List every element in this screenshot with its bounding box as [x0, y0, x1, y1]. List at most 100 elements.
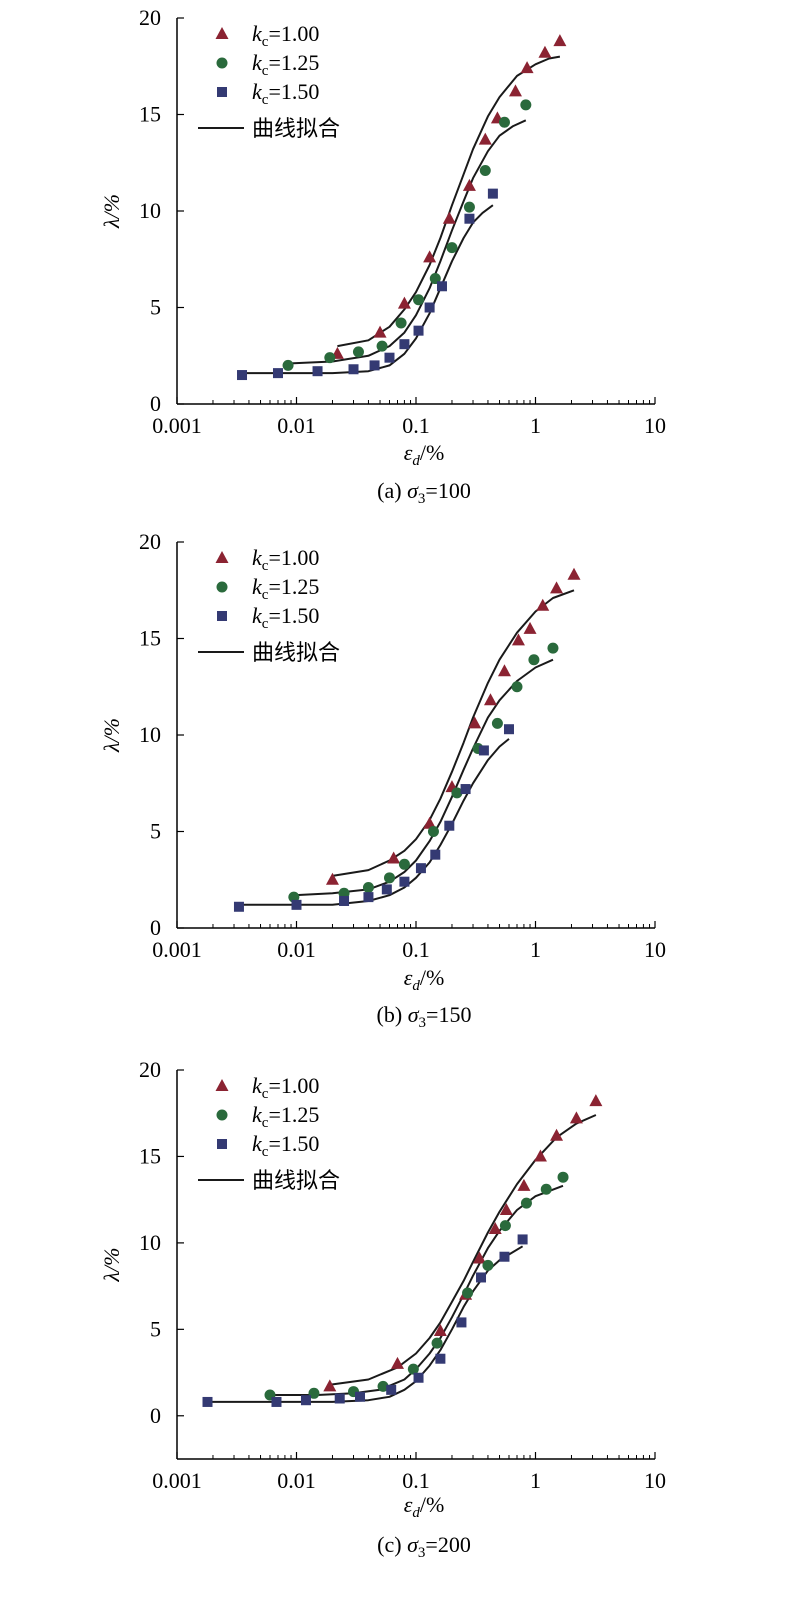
data-point-square: [355, 1391, 366, 1402]
fit-curve-1: [329, 1114, 597, 1386]
data-point-triangle: [553, 34, 567, 47]
data-point-circle: [520, 1197, 532, 1209]
data-point-triangle: [499, 1203, 513, 1216]
legend-marker-square: [217, 611, 227, 621]
x-tick-label: 0.1: [402, 937, 430, 962]
x-tick-label: 0.01: [277, 413, 316, 438]
data-point-triangle: [538, 45, 552, 58]
data-point-triangle: [468, 716, 482, 729]
data-point-square: [460, 784, 471, 795]
x-tick-label: 0.001: [152, 413, 202, 438]
legend-marker-circle: [216, 57, 228, 69]
data-point-square: [476, 1272, 487, 1283]
data-point-circle: [511, 681, 523, 693]
legend-fit-label: 曲线拟合: [252, 641, 340, 666]
y-tick-label: 5: [150, 819, 161, 844]
data-point-square: [424, 302, 435, 313]
data-point-triangle: [520, 61, 534, 74]
x-tick-label: 0.001: [152, 937, 202, 962]
data-point-square: [384, 352, 395, 363]
fit-curve-1: [332, 589, 575, 877]
y-tick-label: 5: [150, 1316, 161, 1341]
data-point-triangle: [387, 851, 401, 864]
data-point-circle: [308, 1387, 320, 1399]
y-tick-label: 10: [139, 722, 161, 747]
x-tick-label: 0.01: [277, 937, 316, 962]
y-tick-label: 10: [139, 1230, 161, 1255]
data-point-circle: [431, 1337, 443, 1349]
data-point-triangle: [433, 1324, 447, 1337]
data-point-triangle: [483, 693, 497, 706]
legend-marker-square: [217, 1139, 227, 1149]
data-point-square: [272, 368, 283, 379]
data-point-square: [517, 1234, 528, 1245]
data-point-circle: [352, 346, 364, 358]
y-tick-label: 15: [139, 1143, 161, 1168]
data-point-circle: [282, 359, 294, 371]
data-point-circle: [383, 872, 395, 884]
data-point-triangle: [508, 84, 522, 97]
x-tick-label: 10: [644, 937, 666, 962]
legend-marker-triangle: [215, 1079, 229, 1091]
legend-label: kc=1.00: [252, 1073, 319, 1102]
data-point-square: [464, 213, 475, 224]
legend-marker-triangle: [215, 27, 229, 39]
legend-label: kc=1.00: [252, 545, 319, 574]
data-point-square: [478, 745, 489, 756]
y-tick-label: 0: [150, 915, 161, 940]
data-point-triangle: [473, 1251, 487, 1264]
data-point-triangle: [569, 1111, 583, 1124]
x-tick-label: 0.01: [277, 1468, 316, 1493]
data-point-square: [499, 1251, 510, 1262]
data-point-square: [386, 1384, 397, 1395]
legend-label: kc=1.50: [252, 1131, 319, 1160]
fit-curve-3: [239, 738, 510, 906]
data-point-triangle: [550, 581, 564, 594]
y-tick-label: 20: [139, 1057, 161, 1082]
data-point-square: [233, 901, 244, 912]
legend-label: kc=1.25: [252, 50, 319, 79]
data-point-square: [334, 1393, 345, 1404]
data-point-square: [430, 849, 441, 860]
data-point-square: [381, 884, 392, 895]
x-axis-title: εd/%: [404, 1492, 445, 1521]
fit-curve-2: [270, 1184, 564, 1396]
x-tick-label: 1: [530, 937, 541, 962]
x-tick-label: 0.1: [402, 413, 430, 438]
fit-curve-2: [293, 658, 554, 897]
x-tick-label: 0.1: [402, 1468, 430, 1493]
data-point-circle: [362, 881, 374, 893]
data-point-square: [312, 366, 323, 377]
data-point-square: [237, 370, 248, 381]
legend-marker-circle: [216, 1109, 228, 1121]
data-point-circle: [499, 1220, 511, 1232]
fit-curve-2: [288, 119, 527, 365]
data-point-square: [369, 360, 380, 371]
data-point-circle: [462, 1287, 474, 1299]
data-point-triangle: [397, 296, 411, 309]
data-point-square: [399, 876, 410, 887]
y-tick-label: 0: [150, 391, 161, 416]
legend-marker-circle: [216, 581, 228, 593]
x-tick-label: 0.001: [152, 1468, 202, 1493]
x-tick-label: 10: [644, 1468, 666, 1493]
x-axis-title: εd/%: [404, 965, 445, 994]
data-point-square: [339, 895, 350, 906]
data-point-square: [348, 364, 359, 375]
data-point-triangle: [567, 567, 581, 580]
panel-caption: (c) σ3=200: [377, 1532, 471, 1561]
y-tick-label: 10: [139, 198, 161, 223]
x-tick-label: 1: [530, 413, 541, 438]
data-point-square: [363, 892, 374, 903]
data-point-triangle: [373, 325, 387, 338]
y-axis-title: λ/%: [99, 718, 124, 753]
legend-label: kc=1.25: [252, 1102, 319, 1131]
data-point-triangle: [488, 1222, 502, 1235]
data-point-square: [415, 863, 426, 874]
data-point-triangle: [511, 633, 525, 646]
data-point-square: [300, 1395, 311, 1406]
data-point-circle: [451, 787, 463, 799]
data-point-square: [271, 1396, 282, 1407]
data-point-circle: [540, 1183, 552, 1195]
